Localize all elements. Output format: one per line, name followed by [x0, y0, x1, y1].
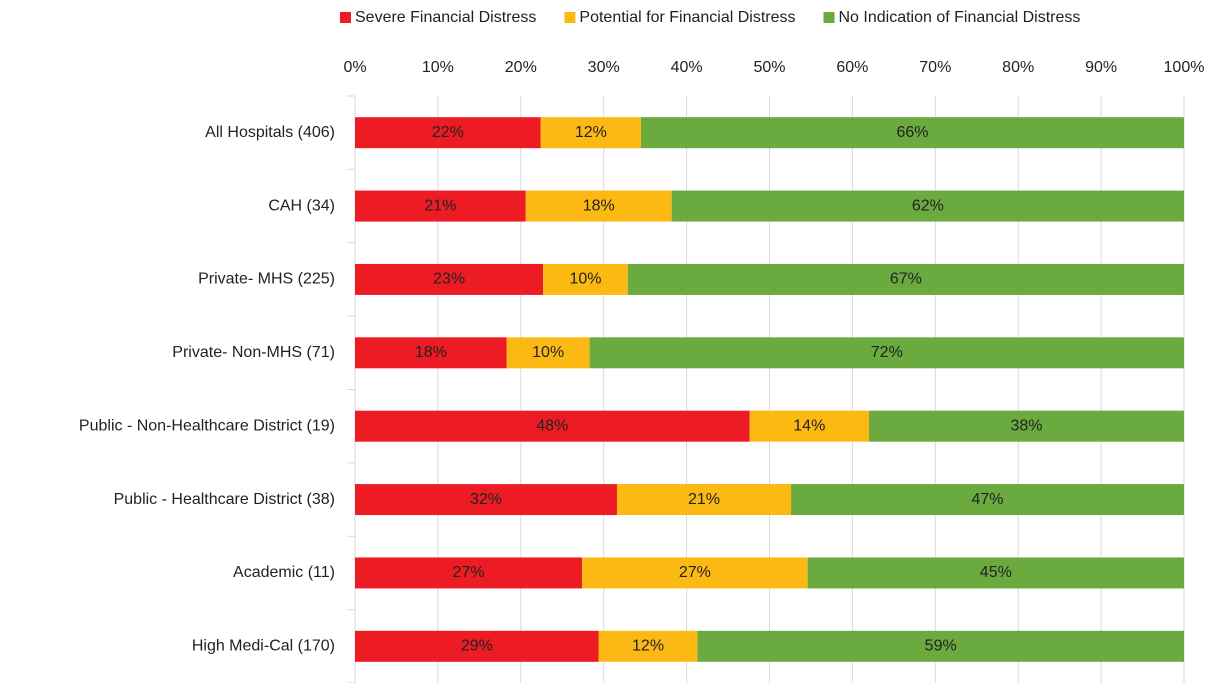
bar-segment — [697, 630, 1184, 662]
data-label: 23% — [433, 271, 465, 288]
y-tick-label: All Hospitals (406) — [205, 124, 335, 141]
legend-label: Severe Financial Distress — [355, 9, 536, 26]
bar-segment — [543, 263, 628, 295]
bar-segment — [616, 484, 792, 516]
data-label: 21% — [688, 491, 720, 508]
x-tick-label: 10% — [422, 59, 454, 76]
bar-segment — [589, 337, 1184, 369]
bar-segment — [807, 557, 1184, 589]
data-label: 18% — [583, 197, 615, 214]
data-label: 12% — [632, 638, 664, 655]
legend-swatch — [564, 12, 576, 23]
x-tick-label: 40% — [671, 59, 703, 76]
data-label: 10% — [532, 344, 564, 361]
y-tick-label: CAH (34) — [268, 197, 335, 214]
bar-segment — [355, 557, 583, 589]
y-tick-label: High Medi-Cal (170) — [192, 638, 335, 655]
bar-segment — [355, 484, 617, 516]
bar-segment — [598, 630, 698, 662]
x-tick-label: 50% — [753, 59, 785, 76]
data-label: 47% — [972, 491, 1004, 508]
x-tick-label: 60% — [836, 59, 868, 76]
legend-label: No Indication of Financial Distress — [839, 9, 1081, 26]
bar-segment — [525, 190, 672, 222]
x-tick-label: 20% — [505, 59, 537, 76]
data-label: 18% — [415, 344, 447, 361]
bar-segment — [355, 630, 599, 662]
data-label: 27% — [453, 564, 485, 581]
y-tick-label: Public - Healthcare District (38) — [114, 491, 335, 508]
bar-segment — [355, 410, 750, 442]
data-label: 72% — [871, 344, 903, 361]
x-tick-label: 90% — [1085, 59, 1117, 76]
data-label: 10% — [569, 271, 601, 288]
bar-segment — [868, 410, 1184, 442]
bar-segment — [749, 410, 869, 442]
bar-segment — [582, 557, 808, 589]
data-label: 38% — [1010, 417, 1042, 434]
x-tick-label: 30% — [588, 59, 620, 76]
bar-segment — [540, 117, 642, 149]
bar-segment — [355, 263, 544, 295]
legend-swatch — [823, 12, 835, 23]
x-tick-label: 100% — [1164, 59, 1205, 76]
data-label: 45% — [980, 564, 1012, 581]
y-tick-label: Private- Non-MHS (71) — [172, 344, 335, 361]
data-label: 62% — [912, 197, 944, 214]
data-label: 14% — [793, 417, 825, 434]
data-label: 21% — [424, 197, 456, 214]
y-tick-label: Private- MHS (225) — [198, 271, 335, 288]
data-label: 66% — [896, 124, 928, 141]
legend-label: Potential for Financial Distress — [579, 9, 795, 26]
data-label: 22% — [432, 124, 464, 141]
y-tick-label: Public - Non-Healthcare District (19) — [79, 417, 335, 434]
data-label: 29% — [461, 638, 493, 655]
bar-segment — [641, 117, 1184, 149]
x-tick-label: 0% — [343, 59, 366, 76]
bar-segment — [355, 337, 507, 369]
data-label: 12% — [575, 124, 607, 141]
x-tick-label: 80% — [1002, 59, 1034, 76]
bar-segment — [506, 337, 590, 369]
data-label: 27% — [679, 564, 711, 581]
legend-swatch — [340, 12, 351, 23]
bar-segment — [791, 484, 1184, 516]
data-label: 67% — [890, 271, 922, 288]
y-tick-label: Academic (11) — [233, 564, 335, 581]
data-label: 32% — [470, 491, 502, 508]
bar-segment — [355, 190, 526, 222]
bar-segment — [671, 190, 1184, 222]
x-tick-label: 70% — [919, 59, 951, 76]
data-label: 48% — [536, 417, 568, 434]
bar-segment — [355, 117, 541, 149]
bar-segment — [627, 263, 1184, 295]
data-label: 59% — [925, 638, 957, 655]
